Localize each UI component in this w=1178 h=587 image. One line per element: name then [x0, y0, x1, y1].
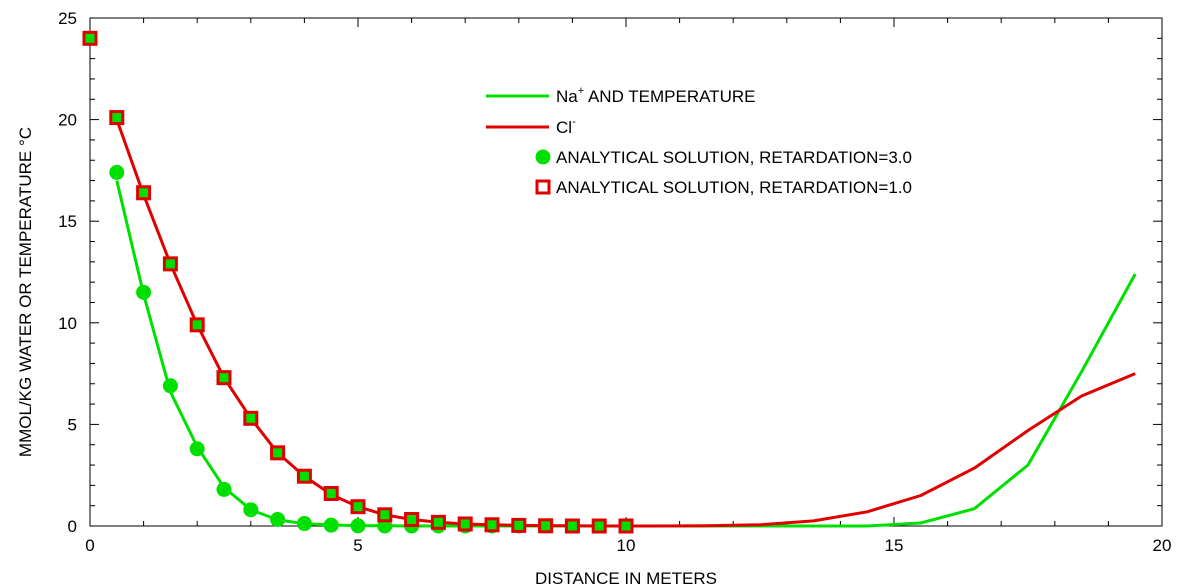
- legend-item-2: ANALYTICAL SOLUTION, RETARDATION=3.0: [535, 148, 912, 167]
- data-point-square: [109, 110, 125, 126]
- plot-series: [82, 30, 1137, 534]
- y-tick-label: 25: [58, 9, 77, 28]
- legend-label-sup: -: [572, 116, 576, 128]
- data-point-square: [404, 511, 420, 527]
- x-tick-label: 20: [1153, 536, 1172, 555]
- data-point-circle: [136, 284, 152, 300]
- data-point-circle: [296, 516, 312, 532]
- data-point-circle: [162, 378, 178, 394]
- data-point-circle: [350, 518, 366, 534]
- legend: Na+ AND TEMPERATURE Cl- ANALYTICAL SOLUTIO…: [486, 85, 912, 197]
- data-point-square: [162, 256, 178, 272]
- data-point-circle: [243, 502, 259, 518]
- data-point-square: [591, 518, 607, 534]
- x-tick-label: 15: [885, 536, 904, 555]
- data-point-square: [323, 485, 339, 501]
- data-point-square: [350, 499, 366, 515]
- x-tick-label: 10: [617, 536, 636, 555]
- data-point-square: [457, 516, 473, 532]
- data-point-square: [296, 468, 312, 484]
- series-3: [82, 30, 634, 534]
- data-point-square: [377, 507, 393, 523]
- y-tick-label: 15: [58, 212, 77, 231]
- legend-label: Na+ AND TEMPERATURE: [556, 85, 755, 106]
- legend-swatch-circle: [535, 149, 551, 165]
- x-tick-label: 0: [85, 536, 94, 555]
- legend-item-3: ANALYTICAL SOLUTION, RETARDATION=1.0: [535, 178, 912, 197]
- data-point-circle: [109, 164, 125, 180]
- data-point-square: [511, 517, 527, 533]
- legend-label-main: Cl: [556, 118, 572, 137]
- legend-label: ANALYTICAL SOLUTION, RETARDATION=3.0: [556, 148, 912, 167]
- y-tick-label: 20: [58, 111, 77, 130]
- x-tick-label: 5: [353, 536, 362, 555]
- series-0: [115, 180, 1137, 528]
- data-point-square: [243, 410, 259, 426]
- legend-swatch-square: [535, 179, 551, 195]
- data-point-square: [189, 317, 205, 333]
- data-point-square: [430, 514, 446, 530]
- data-point-circle: [270, 511, 286, 527]
- y-tick-label: 0: [68, 517, 77, 536]
- legend-label: Cl-: [556, 116, 576, 137]
- x-axis-title: DISTANCE IN METERS: [535, 569, 717, 587]
- series-2: [109, 164, 634, 534]
- y-tick-label: 5: [68, 415, 77, 434]
- data-point-circle: [216, 481, 232, 497]
- data-point-square: [270, 445, 286, 461]
- y-axis-title: MMOL/KG WATER OR TEMPERATURE °C: [16, 127, 35, 457]
- series-line-0: [115, 180, 1137, 528]
- legend-item-0: Na+ AND TEMPERATURE: [486, 85, 755, 106]
- data-point-square: [618, 518, 634, 534]
- data-point-square: [538, 518, 554, 534]
- legend-label-sup: +: [578, 85, 584, 97]
- data-point-square: [82, 30, 98, 46]
- legend-label-main: Na: [556, 87, 578, 106]
- data-point-square: [484, 517, 500, 533]
- data-point-circle: [323, 517, 339, 533]
- data-point-square: [564, 518, 580, 534]
- legend-label: ANALYTICAL SOLUTION, RETARDATION=1.0: [556, 178, 912, 197]
- data-point-square: [216, 370, 232, 386]
- data-point-circle: [189, 441, 205, 457]
- y-tick-label: 10: [58, 314, 77, 333]
- legend-item-1: Cl-: [486, 116, 576, 137]
- legend-label-tail: AND TEMPERATURE: [584, 87, 755, 106]
- data-point-square: [136, 185, 152, 201]
